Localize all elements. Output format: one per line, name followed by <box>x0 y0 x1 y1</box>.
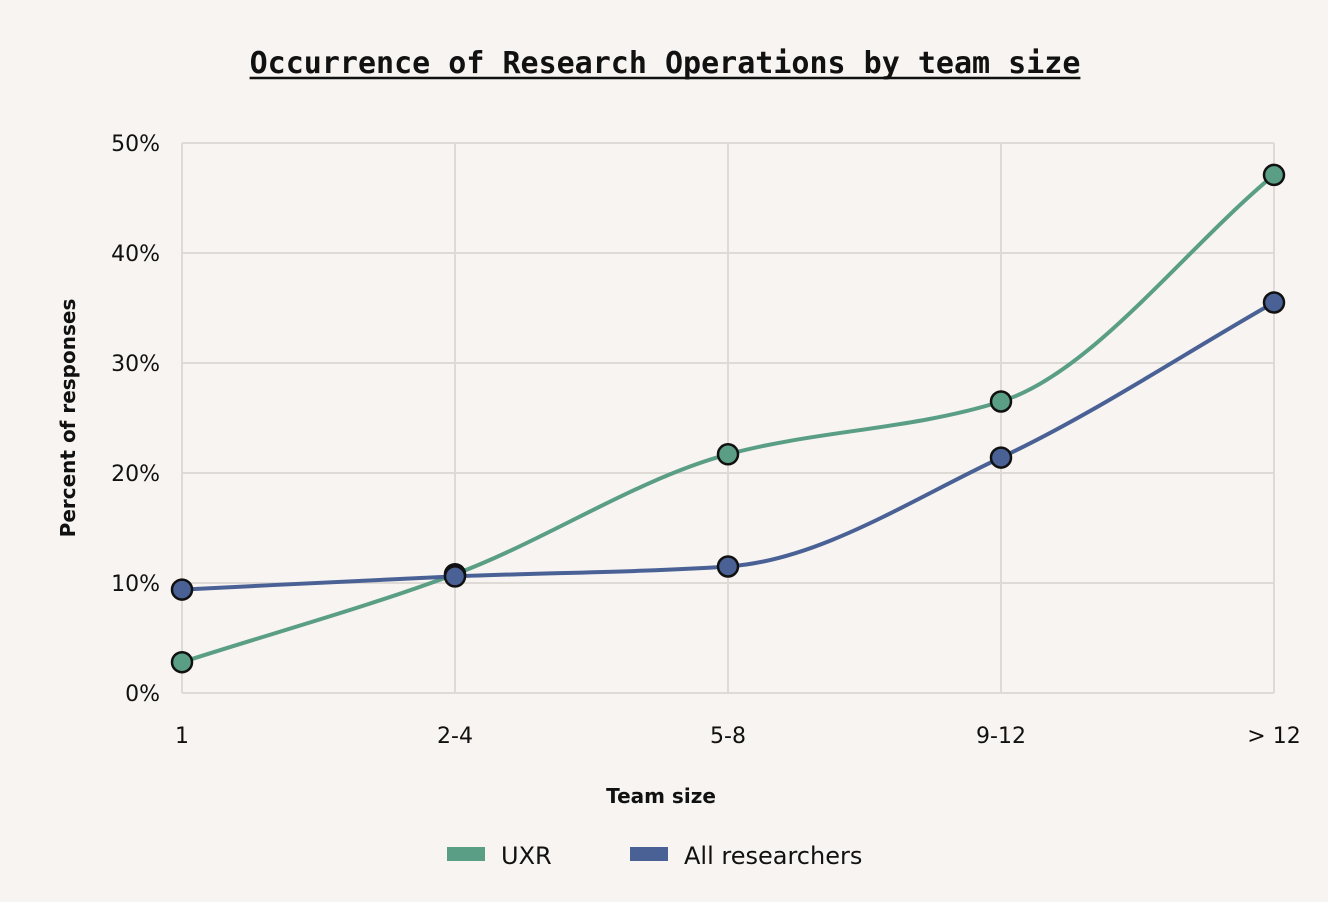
legend-swatch-all-researchers <box>630 847 668 861</box>
data-point-uxr <box>1262 163 1286 187</box>
data-point-all-researchers <box>443 565 467 588</box>
legend-label-all-researchers: All researchers <box>684 842 862 870</box>
data-point-all-researchers <box>989 446 1013 469</box>
x-tick-label: 2-4 <box>437 724 473 749</box>
legend-label-uxr: UXR <box>501 842 552 870</box>
y-tick-label: 0% <box>125 682 160 707</box>
x-axis-ticks: 1 2-4 5-8 9-12 > 12 <box>175 724 1301 749</box>
data-point-uxr <box>170 650 194 674</box>
data-point-uxr <box>716 443 740 466</box>
grid <box>181 142 1275 694</box>
x-axis-title: Team size <box>606 784 716 808</box>
legend: UXR All researchers <box>447 842 862 870</box>
x-tick-label: 5-8 <box>710 724 746 749</box>
y-tick-label: 50% <box>111 132 160 157</box>
y-tick-label: 40% <box>111 242 160 267</box>
y-tick-label: 10% <box>111 572 160 597</box>
legend-swatch-uxr <box>447 847 485 861</box>
data-point-all-researchers <box>1262 291 1286 314</box>
x-tick-label: 9-12 <box>976 724 1026 749</box>
y-tick-label: 20% <box>111 462 160 487</box>
y-axis-title: Percent of responses <box>56 299 80 538</box>
data-point-uxr <box>989 390 1013 413</box>
data-point-all-researchers <box>716 555 740 578</box>
chart-title: Occurrence of Research Operations by tea… <box>250 46 1081 81</box>
y-axis-ticks: 0% 10% 20% 30% 40% 50% <box>111 132 160 707</box>
series <box>170 163 1286 674</box>
x-tick-label: > 12 <box>1247 724 1300 749</box>
y-tick-label: 30% <box>111 352 160 377</box>
data-point-all-researchers <box>170 578 194 601</box>
x-tick-label: 1 <box>175 724 189 749</box>
